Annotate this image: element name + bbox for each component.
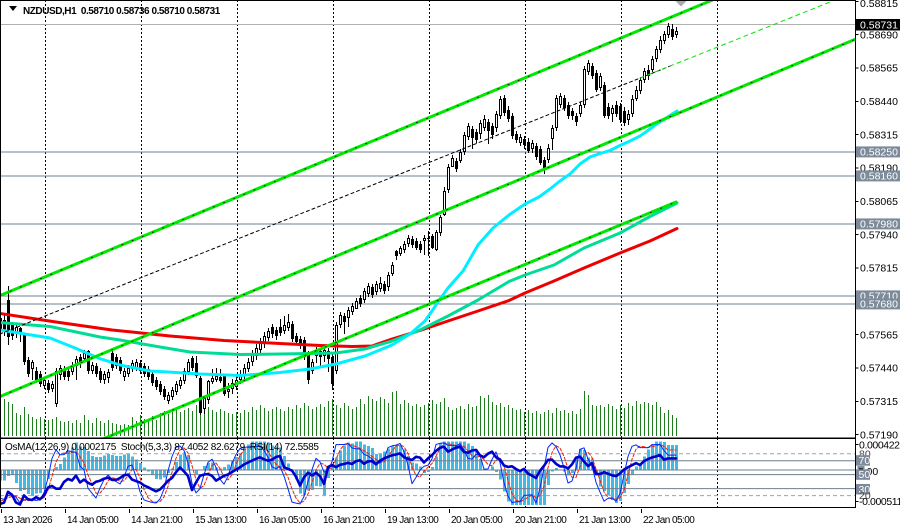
svg-text:0.57565: 0.57565 [860,329,898,341]
svg-text:0.58565: 0.58565 [860,63,898,75]
svg-text:15 Jan 13:00: 15 Jan 13:00 [195,515,247,526]
svg-text:13 Jan 2026: 13 Jan 2026 [3,515,53,526]
svg-text:0.57190: 0.57190 [860,429,898,441]
svg-text:NZDUSD,H1 0.58710 0.58736 0.5: NZDUSD,H1 0.58710 0.58736 0.58710 0.5873… [23,6,221,17]
svg-text:0.58690: 0.58690 [860,29,898,41]
svg-text:0.0004222: 0.0004222 [859,439,900,451]
svg-text:14 Jan 21:00: 14 Jan 21:00 [131,515,183,526]
svg-text:0.57940: 0.57940 [860,229,898,241]
svg-text:00: 00 [867,466,879,478]
svg-text:-0.000511: -0.000511 [859,496,900,508]
svg-text:0.57440: 0.57440 [860,363,898,375]
svg-text:80: 80 [859,448,871,460]
svg-text:21 Jan 13:00: 21 Jan 13:00 [579,515,631,526]
svg-text:20 Jan 05:00: 20 Jan 05:00 [451,515,503,526]
svg-text:0.58815: 0.58815 [860,0,898,10]
svg-text:0.58160: 0.58160 [860,171,898,183]
svg-text:19 Jan 13:00: 19 Jan 13:00 [387,515,439,526]
svg-text:0.58065: 0.58065 [860,196,898,208]
svg-text:30: 30 [859,484,871,496]
svg-text:0.57815: 0.57815 [860,263,898,275]
svg-text:50: 50 [859,469,871,481]
svg-text:0.57680: 0.57680 [860,299,898,311]
svg-text:0.57315: 0.57315 [860,396,898,408]
svg-text:16 Jan 21:00: 16 Jan 21:00 [323,515,375,526]
svg-text:0.58731: 0.58731 [860,19,898,31]
svg-text:14 Jan 05:00: 14 Jan 05:00 [67,515,119,526]
svg-text:0.58315: 0.58315 [860,129,898,141]
svg-text:OsMA(12,26,9) 0.0002175 Stoch: OsMA(12,26,9) 0.0002175 Stoch(5,3,3) 87.… [5,442,319,453]
svg-text:0.58440: 0.58440 [860,96,898,108]
svg-text:22 Jan 05:00: 22 Jan 05:00 [643,515,695,526]
svg-text:70: 70 [859,455,871,467]
svg-text:0.58250: 0.58250 [860,147,898,159]
svg-text:20: 20 [859,490,871,502]
svg-text:16 Jan 05:00: 16 Jan 05:00 [259,515,311,526]
svg-text:20 Jan 21:00: 20 Jan 21:00 [515,515,567,526]
svg-text:0.57980: 0.57980 [860,219,898,231]
